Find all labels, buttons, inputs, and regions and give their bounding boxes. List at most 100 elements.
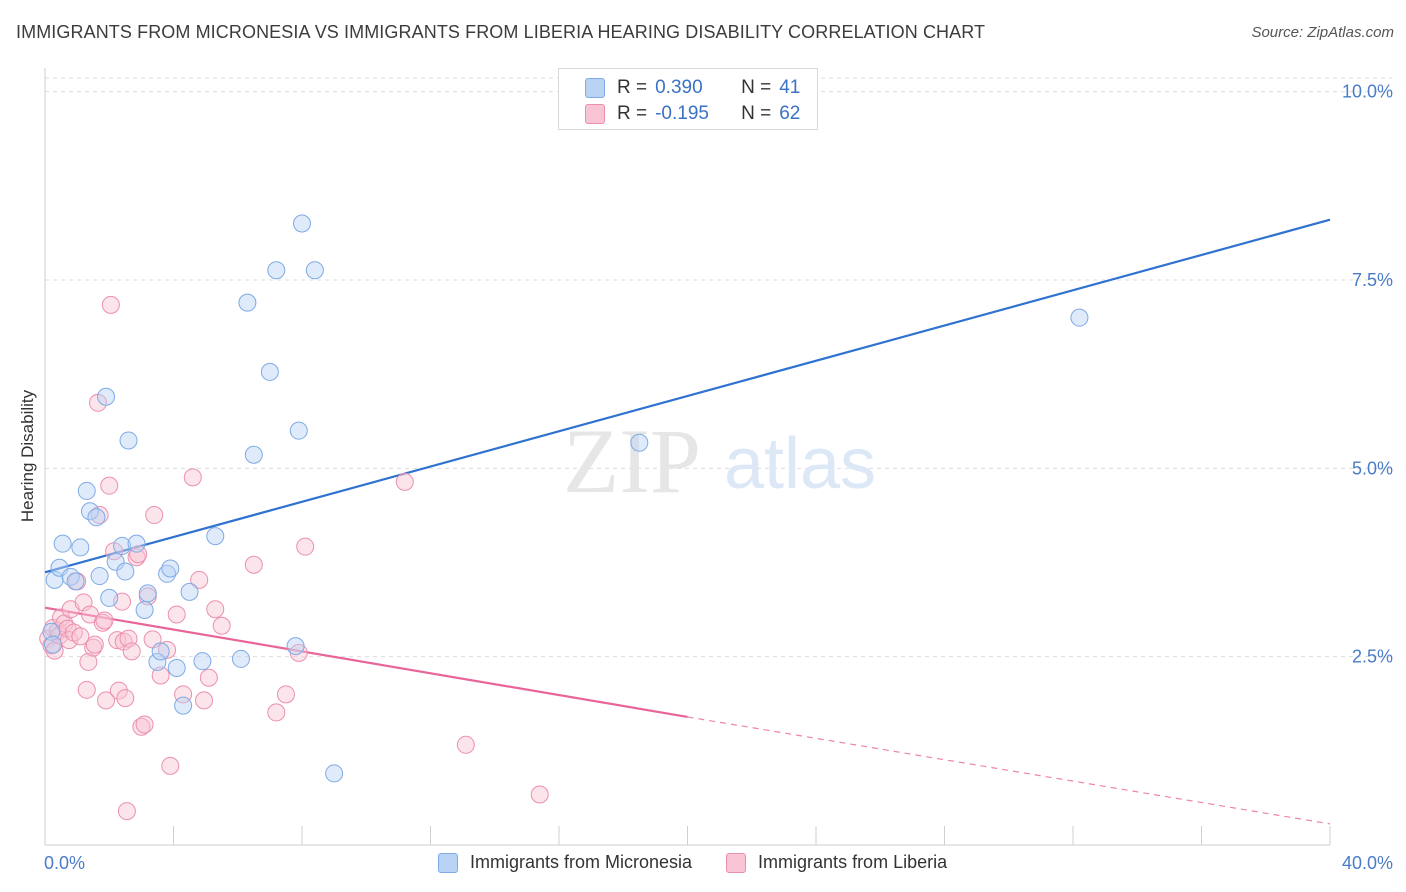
liberia-point — [108, 631, 127, 650]
stats-row-micronesia: R = 0.390 N = 41 — [585, 77, 800, 99]
micronesia-point — [100, 588, 119, 607]
liberia-point — [132, 717, 151, 736]
stats-row-liberia: R = -0.195 N = 62 — [585, 103, 800, 125]
micronesia-point — [77, 481, 96, 500]
watermark-atlas: atlas — [724, 424, 876, 504]
data-points — [39, 214, 1089, 821]
micronesia-point — [97, 387, 116, 406]
micronesia-point — [161, 559, 180, 578]
x-tick-label-min: 0.0% — [44, 853, 85, 873]
micronesia-point — [206, 527, 225, 546]
y-tick-label: 10.0% — [1342, 82, 1393, 102]
liberia-point — [530, 785, 549, 804]
liberia-point — [244, 555, 263, 574]
liberia-point — [212, 616, 231, 635]
micronesia-point — [293, 214, 311, 233]
n-value: 62 — [779, 103, 801, 124]
legend-label-micronesia: Immigrants from Micronesia — [470, 852, 693, 872]
liberia-point — [158, 640, 177, 659]
liberia-point — [145, 506, 164, 525]
r-value: -0.195 — [655, 103, 709, 124]
micronesia-point — [193, 652, 212, 671]
legend-item-micronesia[interactable]: Immigrants from Micronesia — [438, 852, 692, 873]
micronesia-point — [267, 261, 286, 280]
liberia-point — [95, 611, 114, 630]
micronesia-point — [119, 431, 138, 450]
micronesia-point — [106, 552, 125, 571]
micronesia-point — [325, 764, 344, 783]
zipatlas-watermark: ZIP atlas — [563, 410, 876, 512]
liberia-point — [161, 756, 180, 775]
liberia-point — [77, 680, 96, 699]
liberia-point — [101, 295, 120, 314]
trend-lines — [44, 218, 1331, 825]
legend-swatch-micronesia — [438, 852, 458, 873]
liberia-point — [395, 472, 414, 491]
micronesia-point — [113, 536, 132, 555]
liberia-point — [85, 635, 104, 654]
legend-swatch-liberia — [726, 852, 747, 873]
r-label: R = — [617, 77, 648, 98]
axes — [44, 68, 1331, 846]
liberia-point — [100, 476, 119, 495]
tick-labels: 2.5% 5.0% 7.5% 10.0% 0.0% 40.0% — [44, 82, 1393, 873]
correlation-stats-box: R = 0.390 N = 41 R = -0.195 N = 62 — [558, 68, 818, 130]
micronesia-swatch — [585, 78, 605, 98]
liberia-point — [109, 681, 128, 700]
micronesia-point — [231, 649, 250, 668]
micronesia-point — [135, 600, 154, 619]
micronesia-point — [148, 652, 167, 671]
liberia-point — [456, 735, 475, 754]
liberia-point — [167, 605, 186, 624]
micronesia-point — [66, 572, 85, 591]
liberia-point — [71, 627, 90, 646]
liberia-point — [190, 570, 209, 589]
y-tick-label: 2.5% — [1352, 647, 1393, 667]
micronesia-point — [87, 508, 106, 527]
micronesia-point — [53, 534, 72, 553]
micronesia-point — [158, 564, 177, 583]
micronesia-point — [244, 445, 263, 464]
liberia-point — [296, 537, 315, 556]
micronesia-point — [90, 567, 109, 586]
r-label: R = — [617, 103, 648, 124]
n-value: 41 — [779, 77, 801, 98]
y-axis-label: Hearing Disability — [18, 389, 37, 523]
micronesia-point — [260, 362, 279, 381]
liberia-point — [151, 666, 170, 685]
chart-title: IMMIGRANTS FROM MICRONESIA VS IMMIGRANTS… — [16, 22, 986, 42]
micronesia-trend-line — [44, 218, 1331, 574]
n-label: N = — [741, 103, 772, 124]
legend-label-liberia: Immigrants from Liberia — [758, 852, 948, 872]
liberia-point — [84, 638, 103, 657]
liberia-trend-extension — [687, 716, 1331, 825]
micronesia-point — [180, 582, 199, 601]
legend-item-liberia[interactable]: Immigrants from Liberia — [726, 852, 947, 873]
micronesia-point — [138, 584, 157, 603]
micronesia-point — [238, 293, 257, 312]
watermark-zip: ZIP — [563, 410, 701, 512]
liberia-trend-line — [44, 606, 688, 719]
x-tick-label-max: 40.0% — [1342, 853, 1393, 873]
liberia-point — [183, 468, 202, 487]
micronesia-point — [116, 562, 135, 581]
micronesia-point — [630, 433, 649, 452]
liberia-point — [122, 642, 141, 661]
liberia-point — [135, 715, 154, 734]
micronesia-point — [151, 642, 170, 661]
micronesia-point — [305, 261, 324, 280]
liberia-point — [79, 652, 98, 671]
micronesia-point — [174, 696, 193, 715]
liberia-point — [90, 506, 109, 525]
liberia-point — [116, 689, 135, 708]
y-tick-label: 5.0% — [1352, 458, 1393, 478]
r-value: 0.390 — [655, 77, 703, 98]
liberia-point — [267, 703, 286, 722]
liberia-point — [117, 802, 136, 821]
y-tick-label: 7.5% — [1352, 270, 1393, 290]
micronesia-point — [71, 538, 90, 557]
liberia-point — [195, 691, 214, 710]
chart-legend: Immigrants from Micronesia Immigrants fr… — [438, 852, 981, 873]
liberia-swatch — [585, 104, 605, 124]
